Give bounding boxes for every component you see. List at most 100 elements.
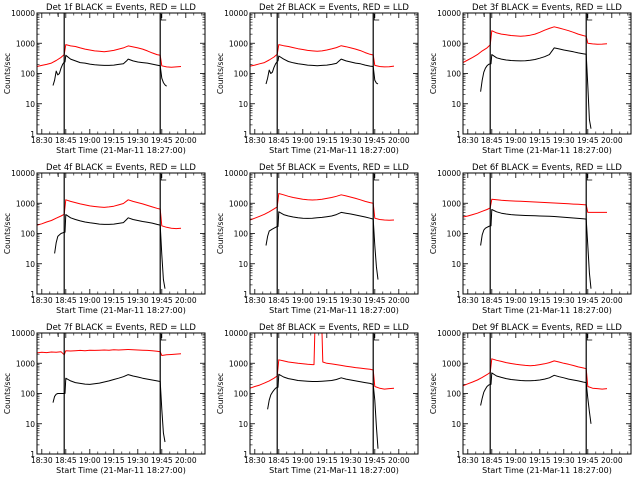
y-axis-label: Counts/sec — [216, 373, 225, 414]
series-group — [462, 198, 607, 289]
y-tick-label: 10 — [25, 420, 35, 429]
x-tick-label: 19:30 — [340, 296, 362, 305]
interval-marker-flag — [160, 174, 167, 181]
y-tick-label: 10000 — [11, 329, 35, 338]
x-axis-label: Start Time (21-Mar-11 18:27:00) — [482, 146, 612, 155]
x-tick-label: 18:30 — [244, 136, 266, 145]
interval-marker-flag — [160, 334, 167, 341]
panel-title: Det 5f BLACK = Events, RED = LLD — [259, 163, 409, 173]
series-lld-line — [36, 44, 182, 68]
y-tick-label: 10 — [25, 260, 35, 269]
panel-8: Det 8f BLACK = Events, RED = LLD 1 10 100 10… — [216, 323, 419, 475]
series-group — [249, 332, 395, 449]
y-tick-label: 1 — [30, 290, 35, 299]
series-events-line — [480, 209, 592, 289]
y-axis-label: Counts/sec — [216, 53, 225, 94]
series-events-line — [480, 372, 592, 424]
x-tick-label: 20:00 — [175, 136, 197, 145]
series-events-line — [267, 373, 379, 449]
y-tick-label: 10000 — [224, 9, 248, 18]
x-tick-label: 19:45 — [577, 136, 599, 145]
x-tick-label: 19:15 — [103, 456, 125, 465]
x-tick-label: 19:15 — [316, 456, 338, 465]
y-axis-label: Counts/sec — [3, 213, 12, 254]
series-group — [249, 193, 395, 280]
x-tick-label: 20:00 — [601, 456, 623, 465]
plot-frame — [462, 12, 632, 135]
series-lld-line — [462, 198, 607, 218]
x-axis-label: Start Time (21-Mar-11 18:27:00) — [482, 306, 612, 315]
x-tick-label: 19:00 — [505, 456, 527, 465]
panel-title: Det 9f BLACK = Events, RED = LLD — [472, 323, 622, 333]
x-axis-label: Start Time (21-Mar-11 18:27:00) — [269, 146, 399, 155]
y-tick-label: 1000 — [229, 39, 248, 48]
x-tick-label: 18:45 — [55, 136, 77, 145]
series-lld-line — [249, 332, 395, 390]
x-tick-label: 20:00 — [601, 296, 623, 305]
panel-4: Det 4f BLACK = Events, RED = LLD 1 10 100 10… — [3, 163, 206, 315]
y-tick-label: 1000 — [442, 199, 461, 208]
y-axis-label: Counts/sec — [429, 53, 438, 94]
y-tick-label: 10 — [451, 100, 461, 109]
y-tick-label: 1 — [243, 130, 248, 139]
y-tick-label: 1 — [30, 450, 35, 459]
series-lld-line — [36, 199, 182, 230]
y-tick-label: 100 — [234, 230, 249, 239]
series-lld-line — [462, 26, 608, 64]
panel-title: Det 7f BLACK = Events, RED = LLD — [46, 323, 196, 333]
series-events-line — [52, 54, 167, 87]
series-events-line — [52, 374, 166, 443]
y-tick-label: 100 — [21, 390, 36, 399]
y-tick-label: 1 — [243, 290, 248, 299]
panel-6: Det 6f BLACK = Events, RED = LLD 1 10 100 10… — [429, 163, 632, 315]
panel-2: Det 2f BLACK = Events, RED = LLD 1 10 100 10… — [216, 3, 419, 155]
x-tick-label: 20:00 — [388, 136, 410, 145]
x-tick-label: 19:30 — [553, 456, 575, 465]
x-axis-label: Start Time (21-Mar-11 18:27:00) — [56, 146, 186, 155]
series-lld-line — [249, 193, 395, 221]
series-group — [36, 199, 182, 289]
y-tick-label: 10 — [451, 260, 461, 269]
x-tick-label: 18:45 — [481, 136, 503, 145]
plot-frame — [462, 332, 632, 455]
x-tick-label: 19:15 — [529, 136, 551, 145]
x-tick-label: 19:15 — [529, 456, 551, 465]
plot-frame — [36, 12, 206, 135]
y-tick-label: 100 — [234, 70, 249, 79]
y-tick-label: 100 — [234, 390, 249, 399]
x-tick-label: 18:45 — [268, 296, 290, 305]
x-axis-label: Start Time (21-Mar-11 18:27:00) — [269, 306, 399, 315]
x-tick-label: 19:00 — [292, 136, 314, 145]
y-tick-label: 10 — [451, 420, 461, 429]
y-tick-label: 1000 — [16, 359, 35, 368]
x-tick-label: 18:45 — [268, 136, 290, 145]
x-tick-label: 19:15 — [103, 136, 125, 145]
x-tick-label: 19:45 — [364, 136, 386, 145]
x-tick-label: 19:15 — [103, 296, 125, 305]
x-tick-label: 18:45 — [481, 296, 503, 305]
x-tick-label: 19:00 — [292, 296, 314, 305]
x-tick-label: 18:30 — [31, 136, 53, 145]
series-group — [249, 44, 395, 85]
x-tick-label: 19:00 — [79, 136, 101, 145]
x-axis-label: Start Time (21-Mar-11 18:27:00) — [482, 466, 612, 475]
panel-9: Det 9f BLACK = Events, RED = LLD 1 10 100 10… — [429, 323, 632, 475]
x-tick-label: 18:30 — [457, 456, 479, 465]
panel-5: Det 5f BLACK = Events, RED = LLD 1 10 100 10… — [216, 163, 419, 315]
y-tick-label: 100 — [447, 230, 462, 239]
series-group — [462, 358, 608, 424]
y-tick-label: 10 — [238, 260, 248, 269]
x-tick-label: 19:45 — [364, 296, 386, 305]
x-tick-label: 18:30 — [31, 296, 53, 305]
y-tick-label: 10 — [238, 420, 248, 429]
y-axis-label: Counts/sec — [3, 53, 12, 94]
panel-title: Det 4f BLACK = Events, RED = LLD — [46, 163, 196, 173]
y-tick-label: 1 — [456, 130, 461, 139]
y-tick-label: 10000 — [437, 9, 461, 18]
x-tick-label: 19:00 — [505, 296, 527, 305]
panel-title: Det 8f BLACK = Events, RED = LLD — [259, 323, 409, 333]
y-tick-label: 1000 — [16, 199, 35, 208]
panel-title: Det 2f BLACK = Events, RED = LLD — [259, 3, 409, 13]
interval-marker-flag — [586, 14, 593, 21]
